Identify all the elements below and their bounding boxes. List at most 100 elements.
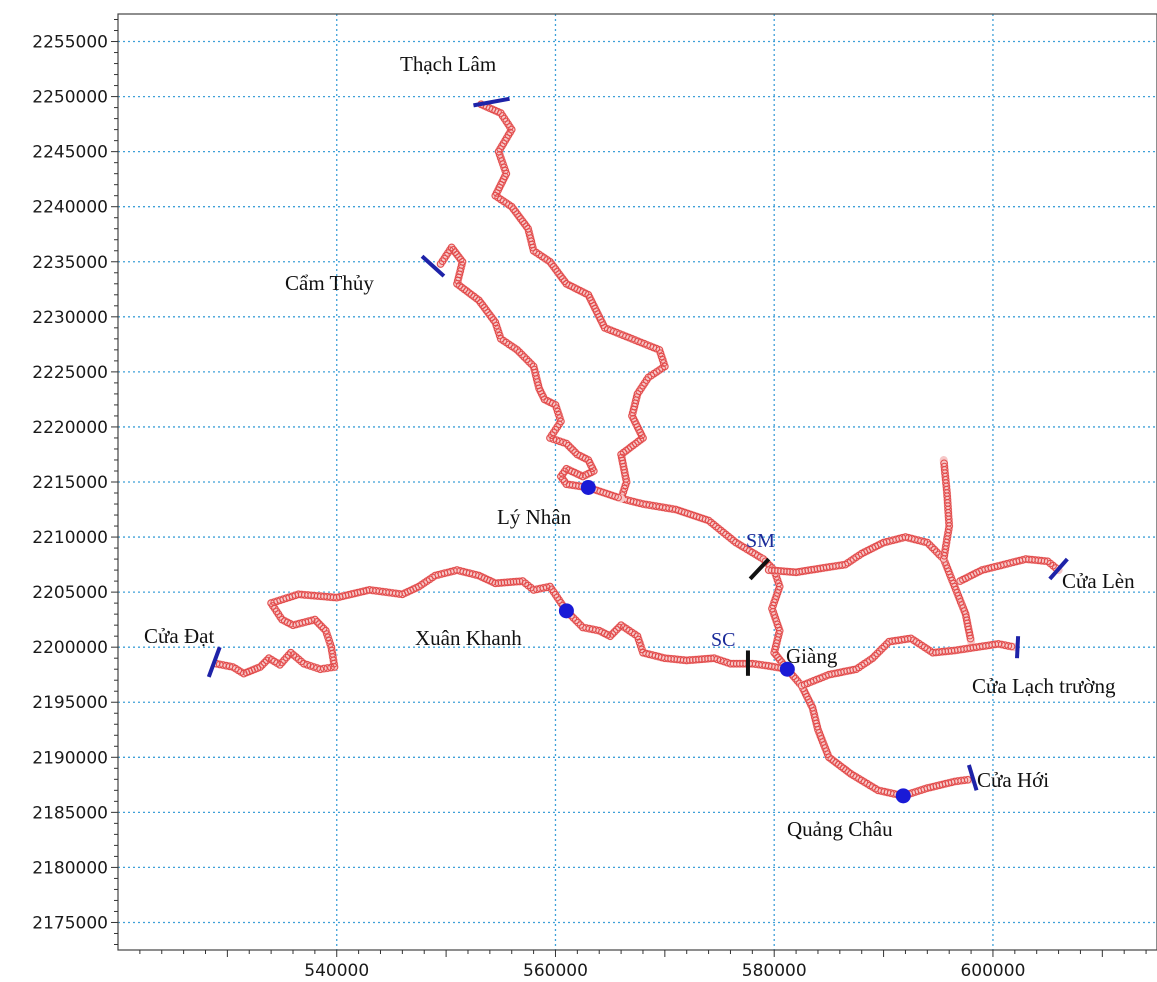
- river-node: [606, 632, 615, 641]
- river-node: [520, 353, 529, 361]
- river-node: [313, 618, 321, 626]
- river-node: [614, 493, 622, 502]
- river-node: [494, 328, 503, 337]
- river-node: [635, 639, 644, 647]
- station-marker-1: [558, 603, 574, 619]
- label-layer: Thạch Lâm Cẩm Thủy Lý Nhân SM Cửa Lèn Cử…: [144, 52, 1135, 841]
- river-node: [287, 648, 295, 657]
- river-node: [303, 661, 312, 669]
- river-node: [542, 583, 551, 592]
- river-node: [774, 567, 782, 575]
- river-node: [482, 306, 491, 314]
- y-tick-label-2240000: 2240000: [32, 198, 108, 218]
- river-node: [932, 548, 941, 556]
- river-node: [491, 318, 500, 327]
- river-node: [463, 287, 471, 295]
- river-node: [634, 437, 642, 446]
- river-node: [447, 243, 456, 252]
- river-node: [546, 434, 554, 442]
- river-node: [560, 467, 569, 476]
- river-node: [513, 210, 522, 218]
- river-node: [627, 443, 635, 451]
- river-node: [317, 622, 326, 631]
- river-node: [629, 441, 638, 450]
- river-node: [729, 536, 738, 545]
- river-node: [710, 654, 718, 663]
- river-node: [553, 267, 562, 276]
- river-node: [783, 567, 791, 576]
- river-node: [476, 299, 485, 307]
- river-node: [515, 348, 524, 357]
- river-node: [695, 655, 703, 664]
- river-node: [868, 654, 877, 663]
- river-node: [278, 658, 286, 667]
- river-node: [527, 360, 536, 368]
- river-node: [555, 270, 563, 278]
- river-7: [797, 634, 1016, 690]
- river-node: [292, 620, 300, 629]
- river-node: [316, 665, 325, 674]
- river-node: [494, 579, 503, 587]
- river-node: [324, 633, 332, 642]
- river-node: [292, 653, 300, 661]
- river-node: [559, 275, 567, 283]
- river-node: [456, 255, 465, 264]
- cross-section-layer: [206, 96, 1069, 791]
- river-band-5: [956, 555, 1063, 586]
- river-node: [522, 355, 531, 364]
- river-node: [621, 481, 630, 490]
- river-node: [453, 250, 461, 259]
- river-node: [638, 645, 646, 654]
- river-node: [622, 478, 631, 486]
- grid-layer: [118, 14, 1157, 950]
- y-tick-label-2215000: 2215000: [32, 473, 108, 493]
- river-node: [458, 283, 466, 292]
- river-node: [553, 407, 562, 416]
- river-node: [557, 272, 565, 281]
- river-node: [562, 439, 571, 448]
- y-tick-label-2225000: 2225000: [32, 363, 108, 383]
- river-node: [960, 776, 969, 785]
- axes-layer: 540000 560000 580000 600000 2175000 2180000 21…: [32, 13, 1157, 981]
- river-node: [395, 590, 403, 598]
- river-node: [629, 409, 637, 417]
- river-node: [631, 439, 640, 448]
- river-node: [320, 664, 328, 673]
- river-node: [280, 656, 289, 664]
- cross-section-4: [1015, 636, 1021, 659]
- label-ly-nhan: Lý Nhân: [497, 505, 572, 529]
- river-node: [480, 303, 489, 312]
- river-node: [714, 524, 723, 533]
- river-node: [832, 759, 841, 767]
- river-node: [920, 538, 929, 546]
- river-node: [517, 215, 525, 223]
- station-layer: [558, 480, 911, 804]
- river-node: [470, 292, 478, 301]
- y-tick-label-2185000: 2185000: [32, 803, 108, 823]
- y-tick-label-2255000: 2255000: [32, 33, 108, 53]
- river-node: [772, 651, 780, 659]
- river-node: [284, 651, 293, 659]
- x-tick-label-540000: 540000: [304, 961, 369, 981]
- river-node: [551, 401, 560, 409]
- river-node: [559, 438, 567, 447]
- river-node: [791, 674, 800, 683]
- river-node: [707, 518, 715, 527]
- river-node: [449, 246, 458, 254]
- river-5: [956, 555, 1060, 585]
- river-node: [472, 294, 481, 303]
- river-node: [620, 484, 629, 493]
- river-node: [633, 632, 642, 641]
- river-node: [555, 411, 563, 419]
- river-node: [658, 356, 667, 364]
- label-cua-len: Cửa Lèn: [1062, 569, 1135, 593]
- river-node: [1007, 642, 1016, 651]
- river-node: [454, 276, 462, 285]
- river-node: [559, 475, 567, 483]
- river-node: [297, 657, 306, 666]
- river-node: [478, 301, 487, 310]
- river-node: [709, 520, 718, 529]
- label-quang-chau: Quảng Châu: [787, 817, 893, 841]
- river-node: [776, 656, 784, 664]
- river-node: [509, 205, 518, 213]
